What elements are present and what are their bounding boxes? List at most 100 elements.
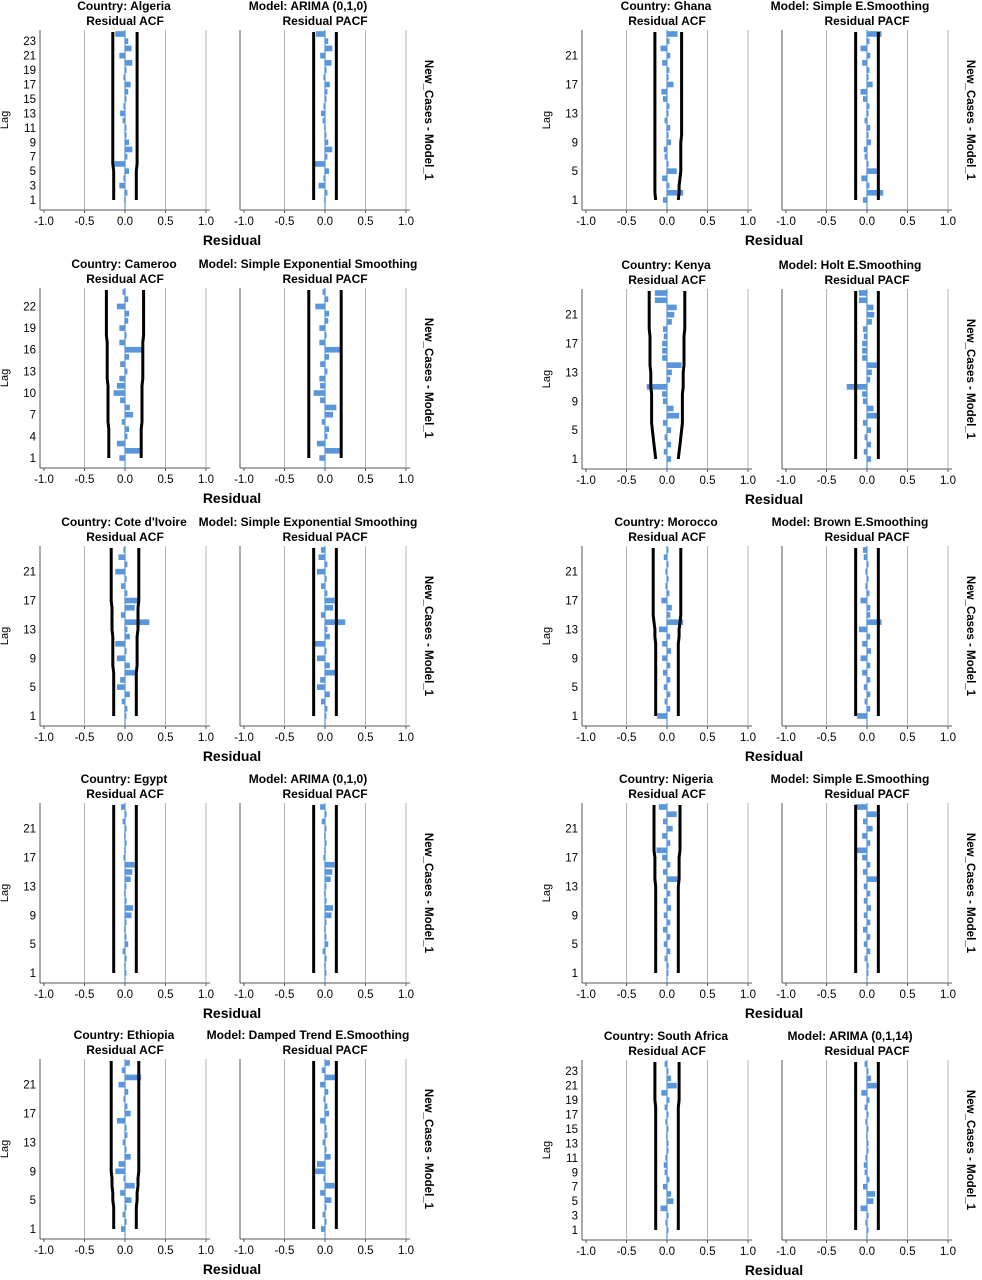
y-axis-label: Lag bbox=[541, 884, 553, 902]
bar-lag-14 bbox=[325, 1132, 328, 1138]
upper-confidence-limit bbox=[134, 1061, 141, 1229]
bar-lag-20 bbox=[325, 576, 327, 582]
bar-lag-22 bbox=[125, 45, 132, 52]
bar-lag-6 bbox=[862, 420, 867, 426]
lag-tick-label: 17 bbox=[23, 596, 36, 608]
upper-confidence-limit bbox=[134, 32, 139, 200]
acf-title: Residual ACF bbox=[628, 14, 706, 28]
x-tick-label: -0.5 bbox=[275, 474, 295, 486]
bar-lag-9 bbox=[315, 1168, 325, 1175]
bar-lag-15 bbox=[662, 355, 667, 361]
bar-lag-7 bbox=[667, 412, 680, 419]
bar-lag-8 bbox=[125, 404, 130, 411]
bar-lag-2 bbox=[863, 448, 867, 455]
bar-lag-16 bbox=[665, 1118, 667, 1125]
bar-lag-18 bbox=[325, 1103, 328, 1110]
bar-lag-3 bbox=[867, 1212, 869, 1219]
x-tick-label: -1.0 bbox=[576, 1246, 596, 1258]
model-title: Model: Simple E.Smoothing bbox=[771, 0, 930, 13]
lag-tick-label: 15 bbox=[23, 94, 36, 106]
bar-lag-22 bbox=[325, 1074, 338, 1081]
bar-lag-4 bbox=[123, 175, 125, 182]
bar-lag-16 bbox=[867, 604, 871, 611]
bar-lag-5 bbox=[325, 168, 330, 174]
bar-lag-24 bbox=[316, 31, 325, 37]
x-axis-label: Residual bbox=[745, 491, 803, 507]
bar-lag-14 bbox=[867, 619, 882, 625]
bar-lag-24 bbox=[320, 804, 325, 810]
x-tick-label: 0.5 bbox=[700, 989, 716, 1001]
model-title: Model: ARIMA (0,1,0) bbox=[249, 772, 367, 786]
bar-lag-15 bbox=[862, 869, 867, 875]
upper-confidence-limit bbox=[676, 805, 682, 973]
bar-lag-1 bbox=[667, 456, 672, 462]
bar-lag-17 bbox=[661, 597, 667, 604]
bar-lag-7 bbox=[862, 1183, 867, 1190]
bar-lag-21 bbox=[667, 825, 673, 832]
bar-lag-22 bbox=[667, 304, 677, 311]
bar-lag-2 bbox=[325, 1218, 327, 1225]
y-axis-label: Lag bbox=[541, 627, 553, 645]
y-axis-label: Lag bbox=[541, 1141, 553, 1159]
bar-lag-3 bbox=[667, 182, 670, 189]
bar-lag-8 bbox=[667, 1176, 670, 1183]
bar-lag-18 bbox=[325, 590, 328, 597]
bar-lag-16 bbox=[125, 88, 129, 95]
lag-tick-label: 15 bbox=[565, 1124, 578, 1136]
lag-tick-label: 21 bbox=[565, 51, 578, 63]
bar-lag-22 bbox=[325, 45, 333, 52]
bar-lag-11 bbox=[125, 898, 127, 904]
x-tick-label: -0.5 bbox=[75, 216, 95, 228]
bar-lag-10 bbox=[663, 1162, 667, 1168]
bar-lag-20 bbox=[125, 576, 127, 582]
x-tick-label: -1.0 bbox=[576, 732, 596, 744]
bar-lag-17 bbox=[325, 1110, 330, 1117]
bar-lag-2 bbox=[125, 189, 128, 196]
lag-tick-label: 1 bbox=[572, 454, 578, 466]
lag-tick-label: 17 bbox=[565, 339, 578, 351]
acf-panel: Residual ACF -1.0 -0.5 0.0 0.5 1.0 1 5 9 13 17 21 bbox=[565, 273, 756, 487]
bar-lag-20 bbox=[662, 833, 667, 839]
pacf-title: Residual PACF bbox=[282, 14, 367, 28]
bar-lag-11 bbox=[862, 641, 867, 647]
x-tick-label: 0.5 bbox=[700, 216, 716, 228]
x-tick-label: 1.0 bbox=[740, 475, 756, 487]
bar-lag-6 bbox=[325, 934, 327, 940]
bar-lag-20 bbox=[661, 1090, 667, 1096]
bar-lag-23 bbox=[867, 1068, 869, 1075]
pacf-panel: Residual PACF -1.0 -0.5 0.0 0.5 1.0 bbox=[234, 530, 414, 744]
bar-lag-2 bbox=[324, 962, 326, 969]
bar-lag-11 bbox=[646, 384, 667, 390]
bar-lag-5 bbox=[667, 1198, 674, 1204]
bar-lag-19 bbox=[323, 1096, 325, 1102]
bar-lag-4 bbox=[662, 175, 667, 182]
bar-lag-8 bbox=[325, 404, 337, 411]
acf-panel: Residual ACF -1.0 -0.5 0.0 0.5 1.0 1 5 9 13 17 21 bbox=[23, 1043, 214, 1257]
bar-lag-2 bbox=[667, 705, 671, 712]
x-tick-label: -1.0 bbox=[234, 732, 254, 744]
x-tick-label: 0.5 bbox=[158, 474, 174, 486]
x-axis-label: Residual bbox=[745, 748, 803, 764]
bar-lag-19 bbox=[667, 1097, 670, 1103]
bar-lag-17 bbox=[862, 854, 867, 861]
bar-lag-6 bbox=[867, 1191, 876, 1197]
x-tick-label: 0.0 bbox=[117, 1245, 133, 1257]
lag-tick-label: 9 bbox=[30, 137, 36, 149]
side-label: New_Cases - Model_1 bbox=[422, 833, 434, 954]
lag-tick-label: 22 bbox=[23, 301, 36, 313]
lag-tick-label: 21 bbox=[23, 567, 36, 579]
pacf-title: Residual PACF bbox=[282, 530, 367, 544]
lag-tick-label: 19 bbox=[23, 65, 36, 77]
bar-lag-1 bbox=[125, 970, 127, 976]
bar-lag-4 bbox=[322, 948, 325, 955]
bar-lag-1 bbox=[662, 197, 667, 203]
bar-lag-7 bbox=[662, 669, 667, 676]
bar-lag-16 bbox=[667, 604, 672, 611]
bar-lag-17 bbox=[667, 81, 674, 88]
y-axis-label: Lag bbox=[0, 369, 11, 387]
pacf-title: Residual PACF bbox=[282, 1043, 367, 1057]
side-label: New_Cases - Model_1 bbox=[964, 319, 976, 440]
acf-title: Residual ACF bbox=[86, 530, 164, 544]
bar-lag-15 bbox=[662, 869, 667, 875]
x-tick-label: 0.0 bbox=[659, 475, 675, 487]
